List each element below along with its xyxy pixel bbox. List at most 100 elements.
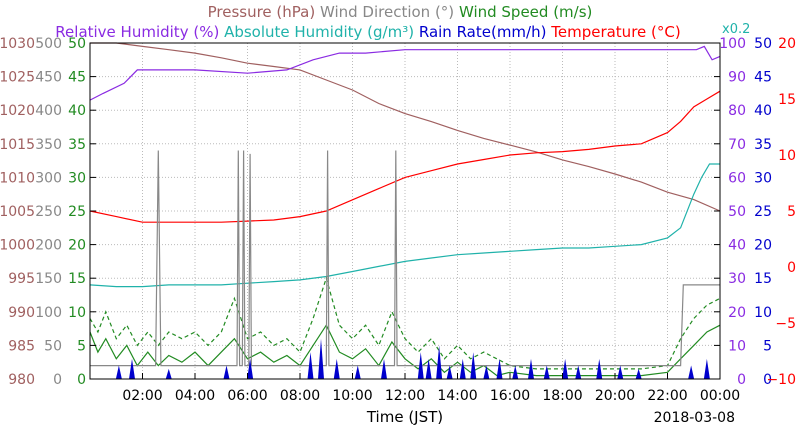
legend-text-1: Pressure (hPa) Wind Direction (°) Wind S… <box>208 3 593 21</box>
rain-spike <box>596 358 603 379</box>
ytick-temp: −10 <box>766 372 796 388</box>
rain-spike <box>446 365 453 379</box>
ytick-wind_speed: 10 <box>68 305 86 321</box>
ytick-pressure: 1010 <box>0 170 35 186</box>
ytick-pressure: 985 <box>8 338 35 354</box>
xtick-label: 12:00 <box>385 388 425 404</box>
ytick-temp: 0 <box>787 260 796 276</box>
ytick-pressure: 990 <box>8 305 35 321</box>
ytick-rain: 40 <box>754 103 772 119</box>
left-axes: 1030102510201015101010051000995990985980… <box>0 36 720 388</box>
ytick-wind_dir: 450 <box>35 70 62 86</box>
x-axis-label: Time (JST) <box>366 408 443 426</box>
ytick-wind_speed: 20 <box>68 238 86 254</box>
legend-pressure: Pressure (hPa) <box>208 3 316 21</box>
rain-spike <box>381 358 387 379</box>
ytick-pressure: 1020 <box>0 103 35 119</box>
rain-spike <box>436 345 443 379</box>
ytick-wind_dir: 400 <box>35 103 62 119</box>
ytick-wind_speed: 0 <box>77 372 86 388</box>
ytick-rain: 0 <box>763 372 772 388</box>
series-ah <box>89 163 720 288</box>
rain-spike <box>635 368 642 379</box>
xtick-label: 08:00 <box>280 388 320 404</box>
ytick-wind_dir: 150 <box>35 271 62 287</box>
ytick-rain: 10 <box>754 305 772 321</box>
ytick-wind_speed: 40 <box>68 103 86 119</box>
rain-spike <box>318 338 324 379</box>
legend-ah: Absolute Humidity (g/m³) <box>219 23 414 41</box>
rain-spike <box>115 365 122 379</box>
legend-temp: Temperature (°C) <box>546 23 680 41</box>
ytick-rain: 35 <box>754 137 772 153</box>
legend-wind_dir: Wind Direction (°) <box>315 3 454 21</box>
rain-spike <box>512 365 519 379</box>
ytick-wind_speed: 45 <box>68 70 86 86</box>
ytick-wind_dir: 350 <box>35 137 62 153</box>
ytick-pressure: 1025 <box>0 70 35 86</box>
ytick-temp: −5 <box>775 316 796 332</box>
right-axes: 1009080706050403020100504540353025201510… <box>719 36 796 388</box>
xtick-label: 16:00 <box>490 388 530 404</box>
rain-spike <box>470 352 477 379</box>
rain-spike <box>333 358 340 379</box>
ytick-rh: 100 <box>719 36 746 52</box>
ytick-rain: 45 <box>754 70 772 86</box>
legend-text-2: Relative Humidity (%) Absolute Humidity … <box>55 23 680 41</box>
rain-spike <box>496 358 503 379</box>
ytick-wind_dir: 200 <box>35 238 62 254</box>
rain-spike <box>562 358 569 379</box>
ytick-rain: 30 <box>754 170 772 186</box>
ytick-rh: 70 <box>728 137 746 153</box>
ytick-rh: 10 <box>728 338 746 354</box>
ytick-temp: 10 <box>778 148 796 164</box>
series-pressure <box>90 42 721 212</box>
xtick-label: 14:00 <box>437 388 477 404</box>
ytick-temp: 5 <box>787 204 796 220</box>
series-rh <box>89 45 721 101</box>
ytick-rh: 80 <box>728 103 746 119</box>
legend-row-2: Relative Humidity (%) Absolute Humidity … <box>55 22 750 41</box>
ytick-rain: 50 <box>754 36 772 52</box>
rain-spike <box>425 358 432 379</box>
rain-spike <box>247 358 254 379</box>
xtick-label: 18:00 <box>542 388 582 404</box>
xtick-label: 02:00 <box>122 388 162 404</box>
rain-spike <box>223 365 230 379</box>
ytick-pressure: 1005 <box>0 204 35 220</box>
legend-row-1: Pressure (hPa) Wind Direction (°) Wind S… <box>208 3 593 21</box>
rain-spike <box>307 352 314 379</box>
legend-wind_speed: Wind Speed (m/s) <box>454 3 592 21</box>
xtick-label: 22:00 <box>647 388 687 404</box>
ytick-rh: 20 <box>728 305 746 321</box>
rain-spike <box>417 352 424 379</box>
ytick-temp: 15 <box>778 92 796 108</box>
ytick-wind_speed: 50 <box>68 36 86 52</box>
xtick-label: 20:00 <box>595 388 635 404</box>
ytick-temp: 20 <box>778 36 796 52</box>
grid <box>90 43 720 379</box>
ytick-wind_speed: 30 <box>68 170 86 186</box>
rain-spike <box>459 358 466 379</box>
ytick-wind_speed: 35 <box>68 137 86 153</box>
xtick-label: 00:00 <box>700 388 740 404</box>
legend-rain: Rain Rate(mm/h) <box>414 23 546 41</box>
ytick-pressure: 1000 <box>0 238 35 254</box>
ytick-rain: 25 <box>754 204 772 220</box>
xtick-label: 10:00 <box>332 388 372 404</box>
ytick-rh: 30 <box>728 271 746 287</box>
series-layer <box>89 42 721 379</box>
ytick-wind_dir: 500 <box>35 36 62 52</box>
ah-scale-note: x0.2 <box>722 22 750 37</box>
ytick-rh: 50 <box>728 204 746 220</box>
series-temp <box>89 90 721 223</box>
rain-spike <box>165 368 172 379</box>
ytick-rh: 60 <box>728 170 746 186</box>
ytick-pressure: 1015 <box>0 137 35 153</box>
rain-spike <box>528 358 534 379</box>
legend-rh: Relative Humidity (%) <box>55 23 219 41</box>
ytick-rh: 90 <box>728 70 746 86</box>
date-label: 2018-03-08 <box>654 410 735 426</box>
ytick-wind_dir: 0 <box>53 372 62 388</box>
